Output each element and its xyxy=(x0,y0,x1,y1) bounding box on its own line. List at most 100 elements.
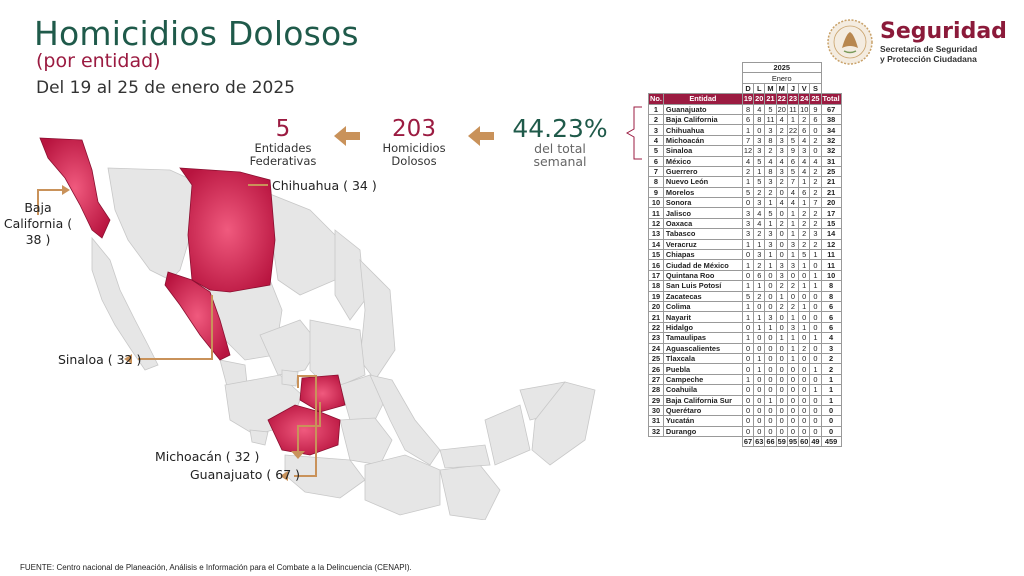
row-entity: México xyxy=(662,155,743,167)
row-value: 8 xyxy=(753,113,766,126)
row-value: 1 xyxy=(786,352,800,365)
row-value: 3 xyxy=(764,228,777,240)
table-row: 7 Guerrero 2 1 8 3 5 4 2 25 xyxy=(648,165,842,178)
table-row: 1 Guanajuato 8 4 5 20 11 10 9 67 xyxy=(648,103,842,115)
column-header-1: Entidad xyxy=(662,93,743,105)
row-value: 0 xyxy=(764,290,777,303)
row-total: 11 xyxy=(820,259,842,271)
row-value: 2 xyxy=(809,238,822,251)
row-value: 2 xyxy=(775,217,788,230)
state-mexico xyxy=(339,417,393,466)
table-row: 30 Querétaro 0 0 0 0 0 0 0 0 xyxy=(648,404,842,417)
row-value: 3 xyxy=(786,321,800,334)
row-total: 11 xyxy=(820,249,842,261)
table-row: 17 Quintana Roo 0 6 0 3 0 0 1 10 xyxy=(648,269,842,282)
row-value: 0 xyxy=(775,404,788,417)
row-number: 29 xyxy=(648,394,664,406)
row-number: 24 xyxy=(648,342,664,354)
row-value: 1 xyxy=(741,176,755,188)
row-value: 5 xyxy=(786,165,800,178)
total-value: 66 xyxy=(764,436,777,448)
row-value: 0 xyxy=(809,259,822,271)
row-number: 2 xyxy=(648,113,664,126)
row-value: 0 xyxy=(775,342,788,354)
row-total: 6 xyxy=(820,311,842,323)
row-value: 0 xyxy=(775,228,788,240)
row-value: 8 xyxy=(764,134,777,147)
row-number: 14 xyxy=(648,238,664,251)
row-value: 5 xyxy=(741,186,755,199)
row-value: 0 xyxy=(764,363,777,375)
row-value: 1 xyxy=(809,269,822,282)
page-subtitle: (por entidad) xyxy=(36,50,161,72)
row-value: 8 xyxy=(741,103,755,115)
row-value: 0 xyxy=(786,384,800,396)
row-value: 2 xyxy=(775,124,788,136)
row-value: 3 xyxy=(775,165,788,178)
row-value: 0 xyxy=(764,269,777,282)
row-value: 1 xyxy=(798,176,811,188)
row-value: 1 xyxy=(741,373,755,386)
row-value: 3 xyxy=(741,228,755,240)
row-value: 0 xyxy=(809,321,822,334)
row-value: 0 xyxy=(786,404,800,417)
row-value: 0 xyxy=(798,352,811,365)
row-entity: Ciudad de México xyxy=(662,259,743,271)
table-month-row: Enero xyxy=(649,72,842,84)
date-range: Del 19 al 25 de enero de 2025 xyxy=(36,78,295,98)
row-value: 0 xyxy=(741,415,755,427)
row-value: 0 xyxy=(809,373,822,386)
row-entity: Tamaulipas xyxy=(662,332,743,344)
row-value: 3 xyxy=(764,176,777,188)
row-value: 5 xyxy=(786,134,800,147)
table-row: 11 Jalisco 3 4 5 0 1 2 2 17 xyxy=(648,207,842,219)
row-value: 2 xyxy=(753,186,766,199)
table-row: 28 Coahuila 0 0 0 0 0 0 1 1 xyxy=(648,384,842,396)
row-value: 0 xyxy=(809,311,822,323)
state-nuevo-leon xyxy=(334,229,366,321)
row-value: 6 xyxy=(798,186,811,199)
row-value: 11 xyxy=(764,113,777,126)
row-value: 0 xyxy=(775,186,788,199)
row-value: 4 xyxy=(775,113,788,126)
table-body: 1 Guanajuato 8 4 5 20 11 10 9 67 2 Baja California 6… xyxy=(648,103,842,448)
row-value: 1 xyxy=(764,249,777,261)
total-value: 63 xyxy=(753,436,766,448)
row-value: 0 xyxy=(741,342,755,354)
row-value: 1 xyxy=(786,249,800,261)
row-value: 0 xyxy=(775,363,788,375)
row-value: 0 xyxy=(775,425,788,438)
percent-stat: 44.23% del total semanal xyxy=(505,116,615,169)
callout-guanajuato: Guanajuato ( 67 ) xyxy=(190,467,301,482)
row-total: 2 xyxy=(820,363,842,375)
row-number: 6 xyxy=(648,155,664,167)
row-entity: Guerrero xyxy=(662,165,743,178)
row-value: 3 xyxy=(753,197,766,209)
row-value: 0 xyxy=(741,321,755,334)
row-value: 2 xyxy=(798,228,811,240)
state-michoacan xyxy=(267,404,341,456)
row-value: 3 xyxy=(741,207,755,219)
row-value: 0 xyxy=(798,332,811,344)
row-entity: Jalisco xyxy=(662,207,743,219)
row-value: 0 xyxy=(786,290,800,303)
row-number: 9 xyxy=(648,186,664,199)
row-value: 9 xyxy=(809,103,822,115)
row-value: 3 xyxy=(775,145,788,157)
day-letter-5: V xyxy=(798,82,811,95)
column-header-4: 21 xyxy=(764,93,777,105)
row-value: 3 xyxy=(775,259,788,271)
row-number: 15 xyxy=(648,249,664,261)
row-number: 22 xyxy=(648,321,664,334)
row-total: 20 xyxy=(820,197,842,209)
total-value: 59 xyxy=(775,436,788,448)
column-header-9: Total xyxy=(820,93,842,105)
row-total: 14 xyxy=(820,228,842,240)
percent-label-2: semanal xyxy=(533,154,587,169)
table-header-row: No. Entidad 19 20 21 22 23 24 25 Total xyxy=(648,93,842,105)
row-number: 20 xyxy=(648,300,664,313)
row-value: 0 xyxy=(764,425,777,438)
row-value: 1 xyxy=(753,311,766,323)
